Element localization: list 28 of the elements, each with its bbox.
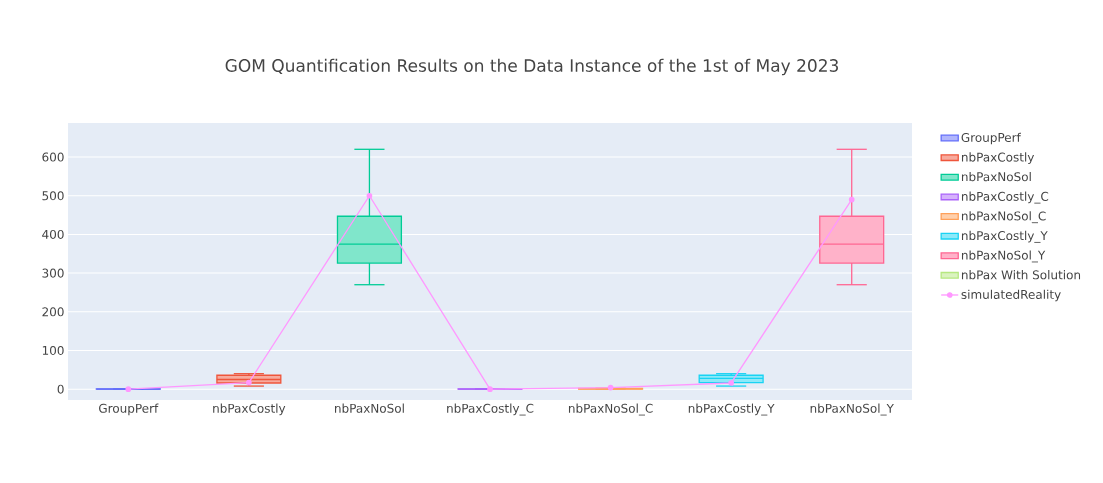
y-tick-label: 100 xyxy=(42,345,64,356)
point xyxy=(125,386,132,393)
legend-label: nbPaxCostly_Y xyxy=(961,230,1048,243)
legend-label: simulatedReality xyxy=(961,289,1061,302)
x-tick-label: nbPaxCostly xyxy=(213,403,286,416)
x-tick-label: nbPaxNoSol xyxy=(335,403,404,413)
y-tick-label: 0 xyxy=(57,384,64,394)
legend-label: GroupPerf xyxy=(961,132,1022,145)
legend-label: nbPaxNoSol xyxy=(961,171,1031,182)
x-tick-label: GroupPerf xyxy=(99,403,159,416)
y-tick-label: 500 xyxy=(42,191,64,201)
x-tick-label: nbPaxNoSol_C xyxy=(568,403,653,416)
legend-label: nbPaxNoSol_C xyxy=(961,211,1046,224)
chart-title: GOM Quantification Results on the Data Instance of the 1st of May 2023 xyxy=(225,58,838,76)
y-tick-label: 200 xyxy=(42,307,64,317)
legend-label: nbPaxNoSol_Y xyxy=(961,250,1046,263)
y-tick-label: 600 xyxy=(42,152,64,162)
legend-label: nbPaxCostly_C xyxy=(961,191,1049,204)
point xyxy=(366,192,373,199)
y-tick-label: 300 xyxy=(42,268,64,278)
point xyxy=(487,386,493,393)
x-tick-label: nbPaxNoSol_Y xyxy=(810,403,894,416)
x-tick-label: nbPaxCostly_C xyxy=(447,403,534,416)
y-tick-label: 400 xyxy=(42,229,64,239)
legend-label: nbPax With Solution xyxy=(961,270,1081,280)
point xyxy=(848,196,855,203)
x-tick-label: nbPaxCostly_Y xyxy=(688,403,775,416)
legend-label: nbPaxCostly xyxy=(961,152,1035,164)
